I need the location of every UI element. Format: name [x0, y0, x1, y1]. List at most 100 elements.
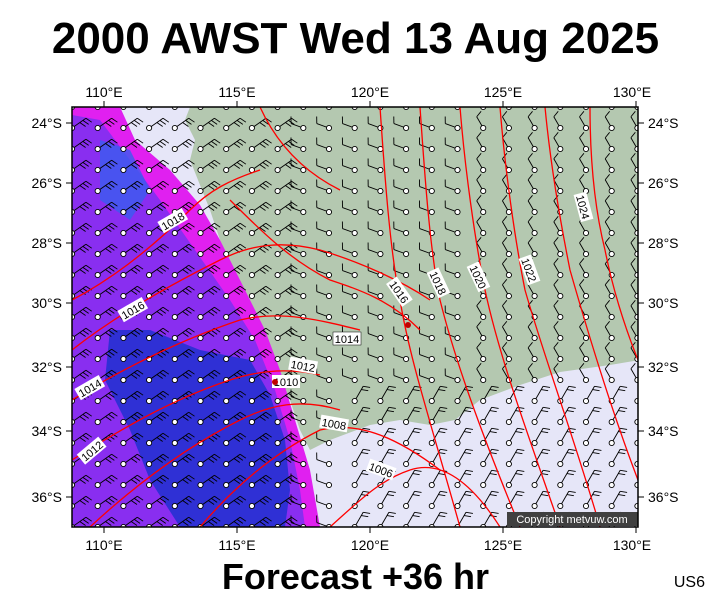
wind-barb-feather [386, 389, 395, 392]
wind-station [197, 397, 204, 405]
wind-barb-feather [414, 406, 422, 409]
wind-barb-feather [553, 111, 559, 118]
wind-barb-feather [239, 348, 247, 354]
wind-barb-feather [265, 117, 272, 123]
wind-station [197, 502, 204, 510]
wind-station [146, 166, 153, 174]
lat-label-right: 32°S [648, 359, 679, 375]
wind-barb-feather [502, 279, 508, 286]
wind-barb-feather [137, 432, 144, 438]
wind-barb-feather [361, 452, 369, 455]
wind-barb-feather [285, 248, 292, 253]
wind-barb-feather [239, 369, 247, 375]
wind-station [325, 355, 333, 363]
wind-barb-feather [82, 477, 89, 482]
wind-barb-feather [162, 243, 170, 249]
wind-barb-feather [386, 431, 395, 434]
wind-station [351, 187, 358, 195]
wind-barb-feather [489, 389, 497, 392]
wind-barb-feather [162, 306, 170, 312]
wind-station [94, 313, 101, 321]
wind-barb-feather [620, 406, 628, 409]
wind-station [377, 229, 384, 237]
wind-station [557, 124, 564, 132]
wind-barb-feather [262, 141, 269, 146]
lat-label-left: 28°S [31, 235, 62, 251]
wind-barb-feather [211, 498, 218, 503]
wind-station [480, 460, 487, 468]
wind-barb-feather [465, 490, 473, 493]
wind-barb-feather [183, 102, 189, 106]
wind-barb-feather [476, 153, 482, 160]
wind-barb-feather [131, 102, 137, 106]
wind-barb-feather [108, 456, 115, 461]
wind-station [531, 250, 538, 258]
wind-barb-feather [386, 515, 395, 518]
wind-station [454, 292, 461, 300]
wind-barb-feather [541, 410, 549, 413]
lat-label-left: 36°S [31, 489, 62, 505]
wind-barb-feather [554, 90, 558, 95]
wind-barb-feather [130, 437, 138, 442]
wind-station [325, 376, 333, 384]
wind-barb-feather [259, 185, 266, 190]
wind-barb-feather [208, 122, 215, 127]
wind-barb-feather [285, 416, 292, 421]
wind-barb-feather [438, 473, 446, 476]
wind-station [582, 397, 590, 405]
wind-barb-feather [440, 490, 448, 493]
wind-barb-feather [464, 410, 472, 413]
wind-barb-feather [579, 132, 585, 139]
wind-barb-feather [361, 494, 369, 497]
wind-barb-feather [236, 141, 244, 146]
wind-barb-feather [214, 411, 221, 417]
isobar-line [459, 107, 561, 527]
isobar-line [89, 403, 341, 527]
wind-barb-feather [630, 300, 636, 307]
wind-barb-feather [236, 183, 244, 188]
wind-station [505, 145, 512, 153]
wind-station [146, 334, 153, 342]
wind-barb-feather [291, 411, 298, 417]
wind-station [505, 292, 512, 300]
wind-barb-feather [517, 385, 525, 388]
wind-barb-feather [111, 516, 118, 522]
wind-barb-feather [266, 97, 272, 101]
wind-station [531, 124, 538, 132]
wind-barb [482, 107, 484, 108]
wind-barb-feather [188, 516, 195, 522]
wind-barb-feather [185, 267, 192, 272]
wind-barb-feather [440, 448, 448, 451]
wind-barb-feather [185, 519, 192, 524]
wind-station [300, 187, 307, 195]
wind-barb-feather [259, 206, 266, 211]
wind-barb-feather [630, 237, 636, 244]
wind-barb-feather [594, 469, 602, 472]
wind-station [531, 460, 538, 468]
wind-barb-feather [85, 222, 92, 228]
wind-barb-feather [105, 206, 112, 211]
wind-station [557, 292, 564, 300]
wind-station [120, 355, 127, 363]
wind-barb-feather [130, 416, 138, 421]
lon-label-bottom: 130°E [613, 537, 651, 553]
wind-station [94, 292, 101, 300]
wind-barb-feather [262, 225, 269, 230]
wind-barb-feather [79, 374, 86, 379]
wind-station [403, 166, 410, 174]
wind-barb-feather [527, 363, 533, 370]
wind-barb-feather [159, 183, 167, 188]
lon-label-bottom: 115°E [218, 537, 255, 553]
wind-barb-feather [108, 288, 115, 293]
wind-barb-feather [644, 453, 651, 454]
wind-station [274, 355, 281, 363]
wind-barb-feather [262, 414, 269, 419]
wind-barb-feather [236, 393, 244, 398]
wind-station [608, 502, 615, 510]
wind-barb-feather [105, 458, 112, 463]
wind-station [325, 271, 333, 279]
wind-station [403, 229, 410, 237]
wind-station [146, 439, 153, 447]
wind-barb-feather [646, 386, 653, 387]
wind-station [120, 481, 127, 489]
